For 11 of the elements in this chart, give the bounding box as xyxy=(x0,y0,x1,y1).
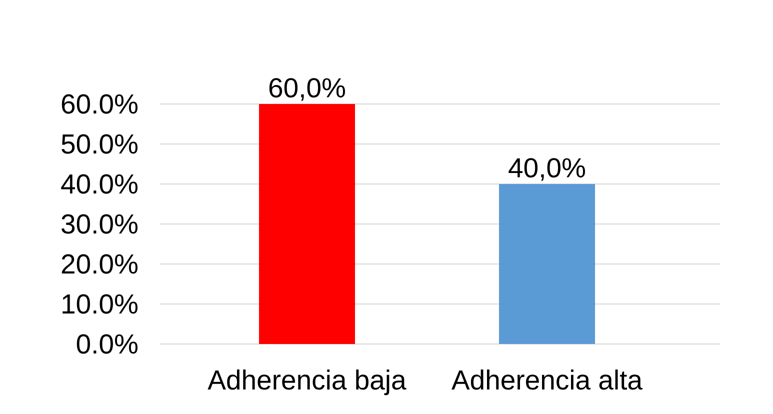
y-tick-label: 50.0% xyxy=(62,134,138,154)
x-tick-label: Adherencia alta xyxy=(452,370,643,390)
x-tick-label: Adherencia baja xyxy=(208,370,406,396)
y-tick-label: 60.0% xyxy=(62,94,138,114)
y-tick-label: 20.0% xyxy=(62,254,138,274)
y-tick-label: 10.0% xyxy=(62,294,138,314)
y-tick-label: 0.0% xyxy=(76,334,138,354)
y-tick-label: 30.0% xyxy=(62,214,138,234)
y-tick-label: 40.0% xyxy=(61,174,138,194)
data-label: 40,0% xyxy=(508,158,586,181)
data-label: 60,0% xyxy=(269,78,346,101)
